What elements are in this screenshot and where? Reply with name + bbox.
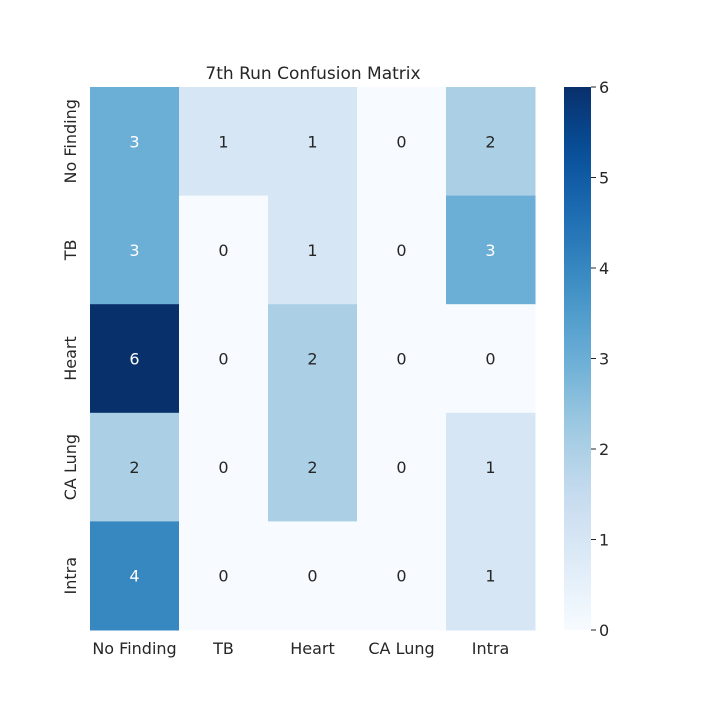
heatmap-cell xyxy=(179,304,269,414)
x-tick-label: Intra xyxy=(472,639,510,658)
y-tick-label: No Finding xyxy=(61,99,80,183)
heatmap-cell xyxy=(268,87,358,197)
cell-value-label: 6 xyxy=(129,350,139,369)
heatmap-cell xyxy=(90,412,180,522)
cell-value-label: 2 xyxy=(485,132,495,151)
heatmap-cell xyxy=(268,304,358,414)
heatmap-cell xyxy=(179,521,269,631)
cell-value-label: 1 xyxy=(307,132,317,151)
cell-value-label: 0 xyxy=(485,350,495,369)
heatmap-cells: 3 1 1 0 2 3 0 1 0 3 6 0 2 0 0 2 0 2 0 1 4 0 0 0 1 xyxy=(90,87,536,631)
cell-value-label: 2 xyxy=(307,458,317,477)
cell-value-label: 2 xyxy=(129,458,139,477)
heatmap-cell xyxy=(268,195,358,305)
cell-value-label: 1 xyxy=(485,458,495,477)
cell-value-label: 1 xyxy=(485,567,495,586)
cell-value-label: 4 xyxy=(129,567,139,586)
heatmap-cell xyxy=(446,195,536,305)
heatmap-cell xyxy=(179,87,269,197)
colorbar-tick-label: 0 xyxy=(599,621,609,640)
x-tick-label: No Finding xyxy=(92,639,176,658)
cell-value-label: 1 xyxy=(218,132,228,151)
colorbar-tick-label: 6 xyxy=(599,78,609,97)
colorbar xyxy=(564,87,591,630)
cell-value-label: 0 xyxy=(218,458,228,477)
cell-value-label: 1 xyxy=(307,241,317,260)
colorbar-tick-label: 1 xyxy=(599,531,609,550)
cell-value-label: 3 xyxy=(129,241,139,260)
chart-title: 7th Run Confusion Matrix xyxy=(205,64,420,84)
heatmap-cell xyxy=(179,195,269,305)
heatmap-cell xyxy=(90,304,180,414)
y-tick-label: Heart xyxy=(61,336,80,381)
colorbar-tick-label: 2 xyxy=(599,440,609,459)
heatmap-cell xyxy=(90,87,180,197)
heatmap-cell xyxy=(268,521,358,631)
cell-value-label: 3 xyxy=(129,132,139,151)
cell-value-label: 0 xyxy=(396,458,406,477)
y-tick-label: Intra xyxy=(61,557,80,595)
cell-value-label: 0 xyxy=(307,567,317,586)
y-tick-labels: No Finding TB Heart CA Lung Intra xyxy=(61,99,80,594)
x-tick-labels: No Finding TB Heart CA Lung Intra xyxy=(92,639,509,658)
cell-value-label: 0 xyxy=(396,241,406,260)
colorbar-ticks: 0 1 2 3 4 5 6 xyxy=(591,78,609,640)
x-tick-label: CA Lung xyxy=(368,639,434,658)
heatmap-cell xyxy=(179,412,269,522)
heatmap-cell xyxy=(357,87,447,197)
heatmap-cell xyxy=(446,87,536,197)
cell-value-label: 2 xyxy=(307,350,317,369)
heatmap-cell xyxy=(357,304,447,414)
x-tick-label: TB xyxy=(212,639,234,658)
heatmap-cell xyxy=(268,412,358,522)
y-tick-label: CA Lung xyxy=(61,434,80,500)
cell-value-label: 0 xyxy=(218,567,228,586)
heatmap-cell xyxy=(90,521,180,631)
y-tick-label: TB xyxy=(61,240,80,262)
colorbar-tick-label: 5 xyxy=(599,169,609,188)
cell-value-label: 0 xyxy=(218,241,228,260)
heatmap-cell xyxy=(357,412,447,522)
cell-value-label: 0 xyxy=(396,350,406,369)
heatmap-cell xyxy=(446,521,536,631)
colorbar-tick-label: 4 xyxy=(599,259,609,278)
cell-value-label: 0 xyxy=(396,132,406,151)
x-tick-label: Heart xyxy=(290,639,335,658)
cell-value-label: 0 xyxy=(218,350,228,369)
heatmap-cell xyxy=(446,412,536,522)
heatmap-cell xyxy=(357,195,447,305)
colorbar-tick-label: 3 xyxy=(599,350,609,369)
cell-value-label: 3 xyxy=(485,241,495,260)
heatmap-cell xyxy=(446,304,536,414)
cell-value-label: 0 xyxy=(396,567,406,586)
heatmap-cell xyxy=(90,195,180,305)
heatmap-cell xyxy=(357,521,447,631)
